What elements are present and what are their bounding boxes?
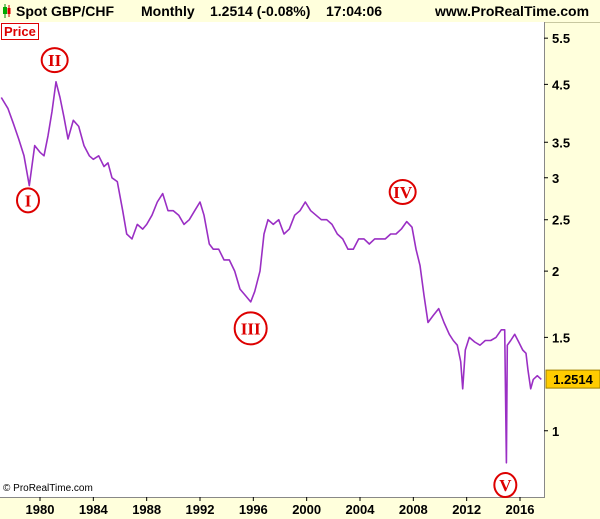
wave-marker-circle xyxy=(40,47,69,74)
series-layer xyxy=(0,81,542,464)
chart-header: Spot GBP/CHF Monthly 1.2514 (-0.08%) 17:… xyxy=(0,0,600,23)
wave-label: V xyxy=(499,476,512,495)
x-tick-label: 2004 xyxy=(346,502,376,517)
last-price-label: 1.2514 xyxy=(553,372,594,387)
y-tick-label: 2.5 xyxy=(552,213,570,228)
x-tick-label: 2016 xyxy=(506,502,535,517)
x-tick-label: 1980 xyxy=(26,502,55,517)
wave-marker-circle xyxy=(388,179,417,206)
instrument-name: Spot GBP/CHF xyxy=(16,3,114,19)
wave-marker-circle xyxy=(16,187,40,214)
wave-marker-circle xyxy=(233,311,268,346)
y-tick-label: 4.5 xyxy=(552,77,570,92)
x-tick-label: 1996 xyxy=(239,502,268,517)
copyright-text: © ProRealTime.com xyxy=(3,483,93,494)
x-tick-label: 2008 xyxy=(399,502,428,517)
last-price-box xyxy=(545,369,600,389)
quote-time: 17:04:06 xyxy=(326,3,383,19)
price-series-line xyxy=(0,81,542,464)
y-tick-label: 2 xyxy=(552,264,559,279)
last-price-marker: 1.2514 xyxy=(545,369,600,389)
last-quote: 1.2514 (-0.08%) xyxy=(210,3,311,19)
x-tick-label: 1988 xyxy=(132,502,161,517)
y-tick-label: 1 xyxy=(552,424,559,439)
interval-label[interactable]: Monthly xyxy=(141,3,195,19)
y-tick-label: 5.5 xyxy=(552,31,570,46)
wave-label: III xyxy=(241,319,261,338)
x-tick-label: 1984 xyxy=(79,502,109,517)
y-tick-label: 1.5 xyxy=(552,330,570,345)
y-tick-label: 3 xyxy=(552,171,559,186)
x-axis: 1980 1984 1988 1992 1996 2000 2004 2008 2012 2016 xyxy=(26,497,535,517)
x-tick-label: 2012 xyxy=(452,502,481,517)
price-chart-panel[interactable] xyxy=(0,22,545,498)
wave-label: II xyxy=(48,51,62,70)
wave-marker-circle xyxy=(493,472,518,499)
price-panel-label: Price xyxy=(1,23,39,40)
y-axis: 5.5 4.5 3.5 3 2.5 2 1.5 1 xyxy=(544,31,570,439)
website-label: www.ProRealTime.com xyxy=(435,3,590,19)
candlestick-icon xyxy=(3,4,11,18)
wave-label: I xyxy=(25,191,32,210)
x-tick-label: 2000 xyxy=(292,502,321,517)
x-tick-label: 1992 xyxy=(186,502,215,517)
y-tick-label: 3.5 xyxy=(552,135,570,150)
wave-label: IV xyxy=(393,183,413,202)
